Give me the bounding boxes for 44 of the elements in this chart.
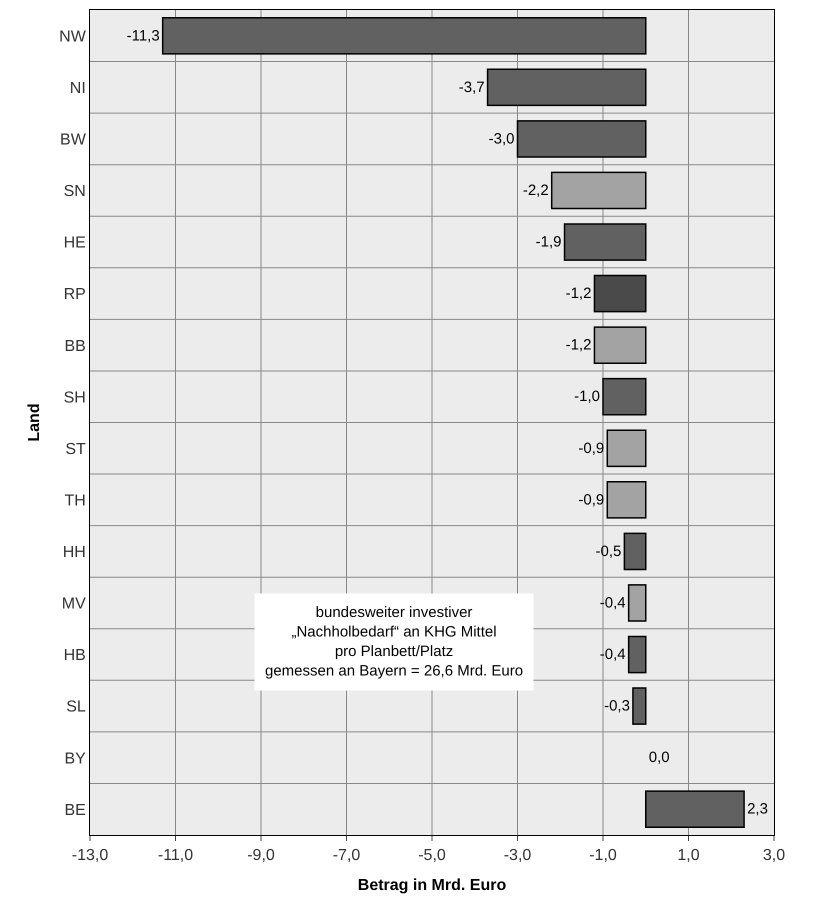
x-tick-label: -5,0: [418, 847, 446, 864]
y-tick-label: BE: [64, 802, 86, 819]
data-label: -0,4: [600, 594, 626, 612]
y-axis-title: Land: [26, 403, 44, 442]
data-label: -3,7: [458, 78, 485, 96]
y-tick-label: MV: [62, 596, 86, 613]
x-axis-title: Betrag in Mrd. Euro: [358, 876, 506, 894]
x-tick-label: -1,0: [589, 847, 617, 864]
data-label: 0,0: [648, 749, 670, 766]
x-tick-label: 3,0: [762, 847, 786, 864]
data-label: -0,4: [600, 646, 626, 664]
data-label: 2,3: [747, 800, 768, 818]
y-tick-label: NI: [70, 80, 86, 97]
y-tick-label: ST: [65, 440, 86, 458]
x-tick-label: 1,0: [677, 847, 700, 864]
data-label: -1,2: [566, 336, 592, 354]
y-tick-label: SL: [66, 698, 86, 716]
y-tick-label: BB: [64, 338, 86, 355]
y-tick-label: BY: [64, 750, 86, 768]
x-tick-label: -7,0: [332, 847, 360, 864]
data-label: -0,9: [578, 491, 604, 508]
data-label: -0,5: [596, 542, 622, 560]
x-tick-label: -9,0: [247, 847, 275, 864]
data-label: -2,2: [522, 182, 549, 199]
y-tick-label: HB: [64, 647, 86, 664]
annotation: bundesweiter investiver „Nachholbedarf“ an KHG Mittel pro Planbett/Platz gemessen an Bayern = 26,6 Mrd. Euro: [265, 604, 524, 680]
y-tick-label: SH: [64, 389, 86, 406]
data-label: -11,3: [126, 27, 160, 44]
y-tick-label: BW: [60, 132, 87, 149]
data-label: -0,3: [604, 698, 630, 715]
data-label: -1,9: [536, 234, 562, 251]
x-tick-label: -11,0: [158, 847, 194, 864]
y-tick-label: TH: [64, 492, 86, 510]
data-label: -0,9: [578, 440, 604, 457]
x-tick-label: -13,0: [72, 847, 108, 864]
data-label: -1,0: [574, 388, 600, 406]
y-tick-label: SN: [64, 183, 86, 200]
y-tick-label: RP: [64, 286, 86, 304]
y-tick-label: NW: [59, 28, 87, 46]
data-label: -1,2: [566, 285, 592, 302]
y-tick-label: HH: [62, 544, 86, 562]
x-tick-label: -3,0: [504, 847, 532, 864]
data-label: -3,0: [488, 130, 514, 148]
y-tick-label: HE: [64, 234, 86, 252]
